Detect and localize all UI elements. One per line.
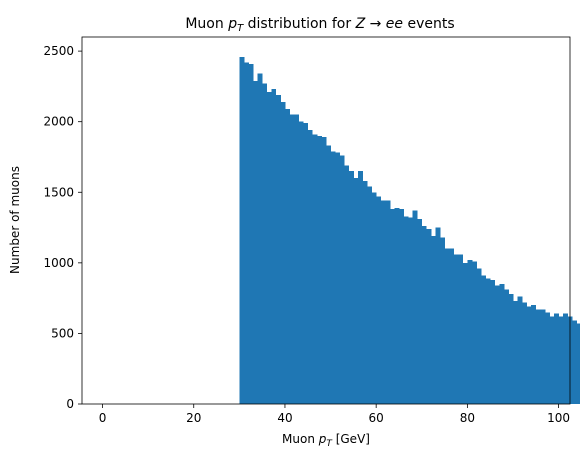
histogram-bar [499, 284, 505, 404]
histogram-bar [321, 137, 327, 404]
y-tick-label: 1500 [43, 185, 74, 199]
histogram-bar [303, 123, 309, 404]
histogram-bar [376, 196, 382, 404]
histogram-bar [408, 217, 414, 404]
x-tick-label: 0 [99, 411, 107, 425]
y-tick-label: 2000 [43, 115, 74, 129]
histogram-bar [531, 305, 537, 404]
histogram-bar [417, 219, 423, 404]
histogram-bar [275, 94, 281, 404]
histogram-bar [294, 114, 300, 404]
histogram-bar [558, 316, 564, 404]
histogram-bar [458, 254, 464, 404]
histogram-bar [549, 316, 555, 404]
histogram-bar [440, 237, 445, 404]
histogram-bar [330, 151, 336, 404]
histogram-bar [398, 209, 404, 404]
x-tick-label: 100 [547, 411, 570, 425]
histogram-bar [490, 279, 496, 404]
histogram-bar [412, 210, 418, 404]
histogram-bar [494, 285, 500, 404]
histogram-bar [339, 155, 345, 404]
histogram-bar [540, 309, 546, 404]
histogram-bar [239, 56, 245, 405]
histogram-bar [289, 114, 295, 404]
histogram-bar [449, 248, 455, 404]
histogram-bar [421, 226, 427, 404]
x-axis-ticks: 0 20 40 60 80 100 [99, 404, 570, 425]
histogram-bar [371, 192, 377, 404]
histogram-bar [257, 73, 263, 404]
histogram-bar [508, 293, 514, 404]
histogram-bar [243, 62, 249, 405]
histogram-bar [385, 200, 391, 404]
histogram-bar [576, 323, 580, 404]
histogram-bar [353, 178, 359, 404]
y-tick-label: 0 [66, 397, 74, 411]
histogram-bar [535, 309, 541, 404]
histogram-bar [563, 313, 569, 404]
histogram-bar [284, 108, 290, 404]
histogram-bar [380, 200, 386, 404]
histogram-bar [362, 180, 368, 404]
histogram-bar [280, 101, 286, 404]
histogram-bar [503, 289, 509, 404]
histogram-bar [348, 171, 354, 404]
histogram-bar [326, 145, 331, 404]
histogram-bar [344, 165, 350, 404]
y-axis-ticks: 0 500 1000 1500 2000 2500 [43, 44, 82, 411]
histogram-bar [462, 262, 468, 404]
histogram-bar [266, 92, 272, 405]
chart-title: Muon pT distribution for Z → ee events [185, 16, 454, 34]
histogram-bar [481, 275, 487, 404]
histogram-bar [544, 312, 550, 404]
histogram-bar [367, 186, 373, 404]
plot-frame [81, 36, 571, 405]
x-tick-label: 60 [369, 411, 384, 425]
histogram-bar [389, 209, 395, 404]
y-tick-label: 1000 [43, 256, 74, 270]
histogram-bars [239, 56, 580, 405]
histogram-bar [453, 254, 459, 404]
histogram-bar [435, 227, 441, 404]
histogram-bar [248, 63, 254, 405]
histogram-bar [512, 300, 518, 404]
histogram-bar [517, 296, 523, 404]
histogram-bar [316, 135, 322, 405]
histogram-bar [485, 278, 491, 404]
histogram-bar [554, 313, 559, 404]
y-tick-label: 2500 [43, 44, 74, 58]
histogram-bar [271, 89, 277, 404]
histogram-bar [476, 268, 482, 404]
histogram-bar [572, 320, 578, 404]
histogram-bar [430, 236, 436, 404]
histogram-bar [426, 228, 432, 404]
histogram-bar [526, 306, 532, 404]
histogram-bar [262, 83, 268, 404]
histogram-bar [335, 152, 341, 404]
histogram-bar [522, 302, 528, 404]
histogram-bar [298, 121, 304, 404]
histogram-bar [394, 207, 400, 404]
x-tick-label: 20 [186, 411, 201, 425]
histogram-bar [471, 261, 477, 404]
histogram-bar [403, 216, 409, 404]
histogram-bar [467, 260, 473, 404]
histogram-bar [357, 171, 363, 404]
histogram-bar [253, 80, 258, 404]
histogram-bar [312, 134, 318, 404]
x-tick-label: 80 [460, 411, 475, 425]
y-tick-label: 500 [51, 326, 74, 340]
x-tick-label: 40 [277, 411, 292, 425]
histogram-bar [444, 248, 450, 404]
x-axis-label: Muon pT [GeV] [282, 432, 370, 449]
histogram-bar [307, 130, 313, 404]
y-axis-label: Number of muons [8, 166, 22, 274]
